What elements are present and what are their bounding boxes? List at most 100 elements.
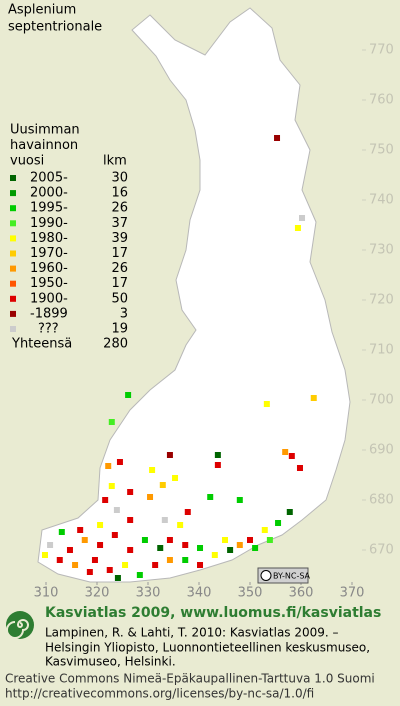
occurrence-dot [97, 542, 104, 548]
citation-line: Kasvimuseo, Helsinki. [45, 655, 176, 669]
legend-count: 26 [111, 261, 128, 276]
occurrence-dot [81, 537, 88, 543]
occurrence-dot [207, 494, 214, 500]
occurrence-dot [105, 463, 112, 469]
occurrence-dot [252, 545, 259, 551]
occurrence-dot [227, 547, 234, 553]
occurrence-dot [296, 465, 303, 471]
legend-swatch [10, 280, 16, 287]
legend-swatch [10, 175, 16, 181]
occurrence-dot [125, 392, 132, 398]
legend-count: 37 [111, 216, 128, 231]
x-tick-label: 320 [85, 586, 110, 601]
legend-count: 17 [111, 276, 128, 291]
occurrence-dot [211, 552, 218, 558]
occurrence-dot [266, 537, 273, 543]
y-tick-label: 710 [369, 343, 394, 358]
logo [6, 611, 34, 639]
occurrence-dot [97, 522, 104, 528]
legend-label: 1950- [30, 276, 68, 291]
occurrence-dot [236, 497, 243, 503]
y-tick-label: 740 [369, 193, 394, 208]
occurrence-dot [66, 547, 73, 553]
occurrence-dot [182, 542, 189, 548]
legend-count: 3 [120, 306, 128, 321]
occurrence-dot [172, 475, 179, 481]
x-tick-label: 370 [340, 586, 365, 601]
occurrence-dot [310, 395, 317, 401]
occurrence-dot [56, 557, 63, 563]
y-tick-label: 670 [369, 543, 394, 558]
y-tick-label: 690 [369, 443, 394, 458]
y-tick-label: 700 [369, 393, 394, 408]
occurrence-dot [77, 527, 84, 533]
occurrence-dot [222, 537, 229, 543]
citation-line: Helsingin Yliopisto, Luonnontieteellinen… [45, 641, 370, 655]
occurrence-dot [247, 537, 253, 543]
occurrence-dot [286, 509, 293, 515]
logo-spiral [6, 619, 29, 639]
y-tick-label: 720 [369, 293, 394, 308]
occurrence-dot [294, 225, 301, 231]
occurrence-dot [263, 401, 270, 407]
occurrence-dot [108, 419, 115, 425]
legend-count: 30 [111, 171, 128, 186]
legend-swatch [10, 295, 16, 302]
occurrence-dot [41, 552, 48, 558]
legend-label: 1970- [30, 246, 68, 261]
occurrence-dot [159, 482, 166, 488]
axes: 770 760 750 740 730 720 710 700 690 680 670 310 320 3… [34, 43, 394, 601]
site-title: Kasviatlas 2009, www.luomus.fi/kasviatla… [45, 605, 381, 621]
occurrence-dot [91, 557, 98, 563]
occurrence-dot [288, 453, 295, 459]
x-tick-label: 360 [289, 586, 314, 601]
y-tick-label: 730 [369, 243, 394, 258]
occurrence-dot [147, 494, 154, 500]
legend-label: 1900- [30, 291, 68, 306]
legend-total-label: Yhteensä [11, 337, 72, 352]
legend-count: 19 [111, 322, 128, 337]
license-badge: BY-NC-SA [257, 567, 311, 584]
legend-header: Uusimman [10, 123, 80, 138]
badge-icon [260, 570, 272, 581]
legend-count-header: lkm [103, 154, 127, 169]
occurrence-dot [58, 529, 65, 535]
legend-label: 1980- [30, 231, 68, 246]
legend-swatch [10, 310, 16, 317]
occurrence-dot [122, 562, 129, 568]
occurrence-dot [214, 452, 221, 458]
x-tick-label: 310 [34, 586, 59, 601]
y-tick-label: 770 [369, 43, 394, 58]
legend-label: 2005- [30, 171, 68, 186]
occurrence-dot [106, 567, 113, 573]
legend-count: 17 [111, 246, 128, 261]
license-line: Creative Commons Nimeä-Epäkaupallinen-Ta… [5, 672, 375, 686]
legend-swatch [10, 326, 16, 332]
legend-swatch [10, 220, 16, 227]
legend-count: 26 [111, 201, 128, 216]
occurrence-dot [184, 509, 191, 515]
x-tick-label: 330 [136, 586, 161, 601]
occurrence-dot [166, 537, 173, 543]
dots-layer [41, 135, 317, 581]
occurrence-dot [47, 542, 54, 548]
occurrence-dot [182, 557, 189, 563]
occurrence-dot [108, 483, 115, 489]
occurrence-dot [141, 537, 148, 543]
occurrence-dot [261, 527, 268, 533]
occurrence-dot [161, 517, 168, 523]
occurrence-dot [282, 449, 289, 455]
occurrence-dot [114, 575, 121, 581]
legend-swatch [10, 250, 16, 257]
legend-swatch [10, 190, 16, 197]
legend-swatch [10, 265, 16, 272]
legend-total: 280 [103, 337, 128, 352]
occurrence-dot [116, 459, 123, 465]
legend-label: -1899 [30, 306, 68, 321]
x-tick-label: 350 [238, 586, 263, 601]
occurrence-dot [149, 467, 156, 473]
legend-label: 1990- [30, 216, 68, 231]
occurrence-dot [111, 532, 118, 538]
legend-label: 2000- [30, 186, 68, 201]
